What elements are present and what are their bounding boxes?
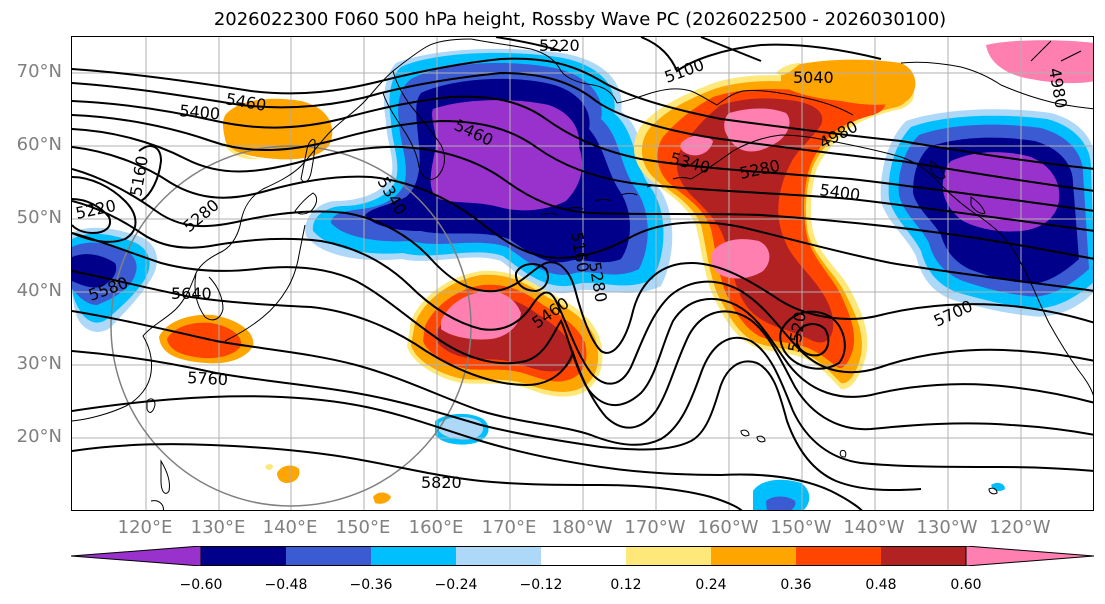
colorbar-bin-4: [456, 546, 541, 566]
map-panel: 5220 5100 5040 5460 5400 5160 5460 5340 …: [71, 36, 1094, 511]
lon-label-170e: 170°E: [481, 517, 537, 538]
lon-label-120w: 120°W: [989, 517, 1051, 538]
colorbar-outline: [200, 546, 967, 566]
contour-label-5400-west: 5400: [179, 101, 221, 123]
lat-label-60n: 60°N: [16, 134, 62, 155]
contour-label-5280-west: 5280: [179, 195, 222, 236]
colorbar-bin-6: [626, 546, 711, 566]
contour-label-5040: 5040: [793, 68, 834, 87]
lat-label-30n: 30°N: [16, 353, 62, 374]
colorbar-tick-012: 0.12: [610, 577, 642, 593]
colorbar-tick-neg048: −0.48: [264, 577, 308, 593]
map-canvas: 5220 5100 5040 5460 5400 5160 5460 5340 …: [72, 37, 1093, 510]
colorbar-bin-8: [796, 546, 881, 566]
contour-label-5100: 5100: [662, 55, 707, 87]
lon-label-150w: 150°W: [770, 517, 832, 538]
lon-label-160e: 160°E: [408, 517, 464, 538]
colorbar-tick-neg012: −0.12: [519, 577, 563, 593]
contour-label-5700: 5700: [931, 296, 976, 330]
colorbar-tick-048: 0.48: [865, 577, 897, 593]
colorbar-tick-neg036: −0.36: [349, 577, 393, 593]
lon-label-150e: 150°E: [335, 517, 391, 538]
contour-label-5760: 5760: [187, 368, 229, 389]
lat-label-50n: 50°N: [16, 207, 62, 228]
colorbar-bin-7: [711, 546, 796, 566]
colorbar-tick-neg060: −0.60: [179, 577, 223, 593]
lon-label-170w: 170°W: [624, 517, 686, 538]
positive-anomaly-small: [265, 464, 391, 504]
contour-label-5640: 5640: [171, 284, 212, 303]
map-title: 2026022300 F060 500 hPa height, Rossby W…: [213, 9, 947, 30]
negative-anomaly-east: [753, 479, 1005, 510]
positive-anomaly-northeast-pacific: [634, 75, 915, 390]
colorbar-tick-036: 0.36: [780, 577, 812, 593]
lon-label-140w: 140°W: [843, 517, 905, 538]
colorbar-tick-060: 0.60: [950, 577, 982, 593]
contour-label-5820: 5820: [421, 473, 462, 492]
colorbar-tick-024: 0.24: [695, 577, 727, 593]
positive-anomaly-okhotsk: [223, 98, 333, 160]
lat-label-40n: 40°N: [16, 280, 62, 301]
height-contours: [72, 37, 1093, 510]
lat-label-20n: 20°N: [16, 426, 62, 447]
colorbar-bin-1: [201, 546, 286, 566]
lon-label-160w: 160°W: [697, 517, 759, 538]
lon-label-180w: 180°W: [551, 517, 613, 538]
colorbar-bin-5: [541, 546, 626, 566]
contour-label-5400-east: 5400: [818, 180, 861, 204]
colorbar-tick-neg024: −0.24: [434, 577, 478, 593]
colorbar: [70, 545, 1095, 567]
lon-label-130w: 130°W: [916, 517, 978, 538]
colorbar-bin-9: [881, 546, 966, 566]
negative-anomaly-subtropical: [435, 413, 489, 445]
lat-label-70n: 70°N: [16, 61, 62, 82]
colorbar-svg: [70, 545, 1095, 567]
positive-anomaly-alaska: [776, 40, 1093, 105]
lon-label-120e: 120°E: [117, 517, 173, 538]
colorbar-bin-2: [286, 546, 371, 566]
negative-anomaly-gulf-of-alaska: [880, 109, 1093, 317]
colorbar-extend-max: [965, 545, 1095, 567]
contour-label-5220-top: 5220: [539, 37, 580, 55]
colorbar-bin-3: [371, 546, 456, 566]
lon-label-130e: 130°E: [190, 517, 246, 538]
colorbar-extend-min: [70, 545, 202, 567]
lon-label-140e: 140°E: [262, 517, 318, 538]
